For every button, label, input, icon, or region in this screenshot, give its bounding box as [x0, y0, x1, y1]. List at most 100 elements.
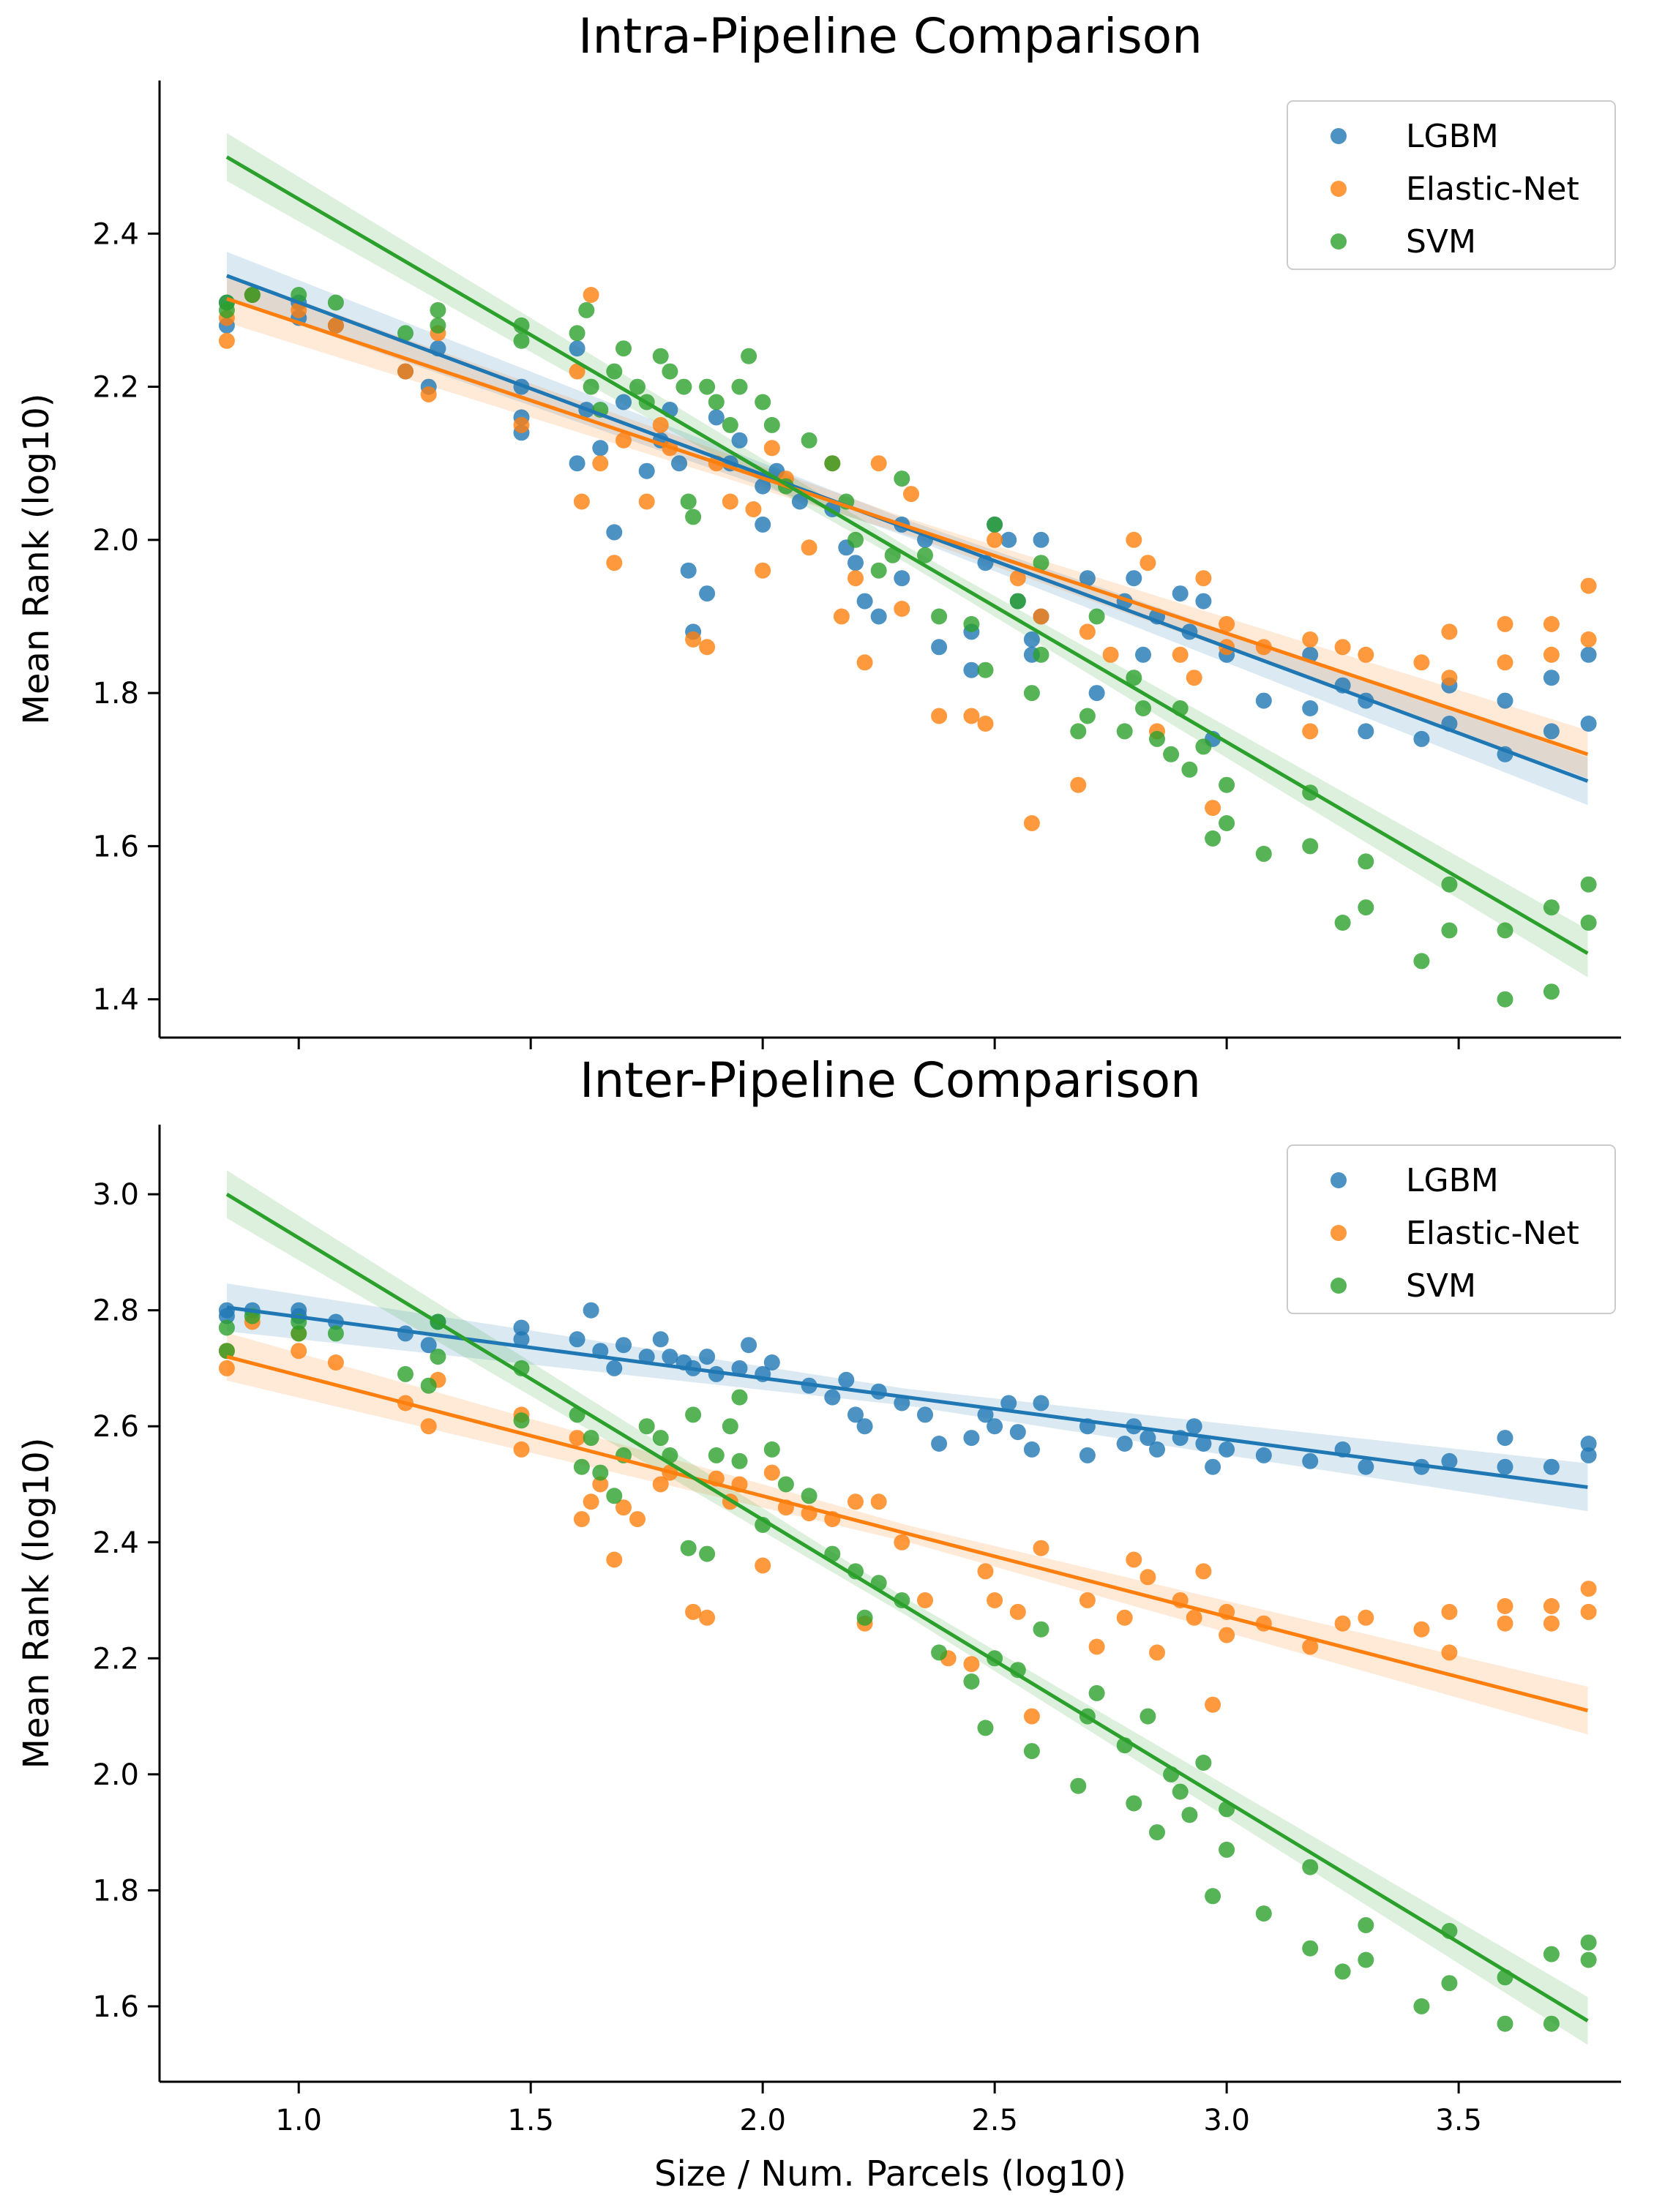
- data-point: [917, 547, 933, 563]
- data-point: [569, 1430, 585, 1447]
- data-point: [1219, 815, 1235, 831]
- data-point: [1580, 876, 1597, 893]
- data-point: [327, 317, 344, 334]
- data-point: [824, 1389, 841, 1406]
- data-point: [1009, 1603, 1026, 1620]
- data-point: [638, 462, 655, 479]
- data-point: [513, 1441, 530, 1458]
- y-tick-label: 2.0: [92, 1758, 139, 1792]
- data-point: [1255, 1447, 1272, 1463]
- data-point: [755, 516, 771, 533]
- data-point: [1497, 2015, 1513, 2032]
- data-point: [856, 654, 873, 671]
- data-point: [573, 1458, 590, 1475]
- data-point: [583, 287, 599, 303]
- data-point: [327, 294, 344, 311]
- x-tick-label: 2.5: [971, 2104, 1018, 2137]
- data-point: [963, 1430, 980, 1447]
- regression-line-elastic-net: [226, 296, 1589, 757]
- data-point: [1149, 1644, 1165, 1661]
- data-point: [1070, 1777, 1087, 1794]
- data-point: [1033, 608, 1049, 625]
- data-point: [629, 378, 645, 395]
- data-point: [244, 287, 261, 303]
- data-point: [397, 325, 414, 342]
- x-tick-label: 3.0: [1203, 2104, 1250, 2137]
- legend-box: [1287, 100, 1616, 270]
- data-point: [884, 547, 901, 563]
- regression-line-svm: [225, 155, 1589, 956]
- data-point: [420, 1377, 437, 1394]
- series-elastic-net: [218, 1313, 1597, 1725]
- data-point: [291, 287, 307, 303]
- data-point: [931, 1644, 948, 1661]
- data-point: [1163, 746, 1180, 762]
- data-point: [931, 1436, 948, 1452]
- data-point: [870, 1493, 887, 1510]
- data-point: [513, 416, 530, 433]
- data-point: [1149, 1824, 1165, 1841]
- y-tick-label: 1.4: [92, 983, 139, 1017]
- data-point: [1195, 1563, 1212, 1580]
- data-point: [722, 1418, 738, 1435]
- y-tick-label: 2.2: [92, 1642, 139, 1676]
- data-point: [894, 1592, 910, 1608]
- data-point: [1033, 531, 1049, 548]
- data-point: [420, 386, 437, 402]
- legend: LGBM Elastic-Net SVM: [1287, 1144, 1616, 1314]
- data-point: [1543, 983, 1560, 1000]
- data-point: [397, 363, 414, 380]
- y-tick-label: 2.0: [92, 524, 139, 558]
- data-point: [1302, 700, 1319, 716]
- data-point: [1000, 1395, 1017, 1411]
- data-point: [987, 531, 1003, 548]
- data-point: [638, 493, 655, 510]
- data-point: [708, 394, 725, 410]
- data-point: [1135, 700, 1151, 716]
- legend-label-svm: SVM: [1406, 223, 1476, 260]
- data-point: [699, 1545, 716, 1562]
- data-point: [1580, 1447, 1597, 1463]
- data-point: [1149, 1441, 1165, 1458]
- data-point: [1580, 1934, 1597, 1951]
- data-point: [894, 601, 910, 617]
- data-point: [894, 1534, 910, 1551]
- data-point: [1497, 1430, 1513, 1447]
- legend-marker-elastic-net: [1331, 1225, 1347, 1241]
- data-point: [1023, 815, 1040, 831]
- data-point: [722, 416, 738, 433]
- data-point: [917, 1592, 933, 1608]
- series-svm: [218, 287, 1597, 1008]
- data-point: [963, 1656, 980, 1673]
- data-point: [856, 593, 873, 610]
- data-point: [1334, 1615, 1351, 1632]
- data-point: [606, 363, 623, 380]
- data-point: [1088, 1638, 1105, 1655]
- data-point: [420, 1418, 437, 1435]
- data-point: [685, 631, 702, 648]
- data-point: [1543, 2015, 1560, 2032]
- data-point: [699, 639, 716, 656]
- data-point: [856, 1418, 873, 1435]
- data-point: [1140, 1708, 1156, 1725]
- data-point: [745, 501, 762, 517]
- data-point: [977, 1406, 994, 1423]
- data-point: [1543, 615, 1560, 632]
- data-point: [638, 1418, 655, 1435]
- data-point: [763, 416, 780, 433]
- data-point: [1441, 876, 1458, 893]
- chart-title: Intra-Pipeline Comparison: [578, 8, 1202, 64]
- data-point: [1195, 738, 1212, 755]
- data-point: [1543, 670, 1560, 686]
- data-point: [218, 1319, 235, 1336]
- data-point: [291, 1302, 307, 1319]
- data-point: [592, 1464, 609, 1481]
- data-point: [291, 1343, 307, 1360]
- data-point: [1116, 723, 1133, 740]
- data-point: [1358, 853, 1374, 870]
- regression-line-elastic-net: [226, 1354, 1588, 1713]
- data-point: [963, 615, 980, 632]
- data-point: [963, 661, 980, 678]
- data-point: [1126, 531, 1142, 548]
